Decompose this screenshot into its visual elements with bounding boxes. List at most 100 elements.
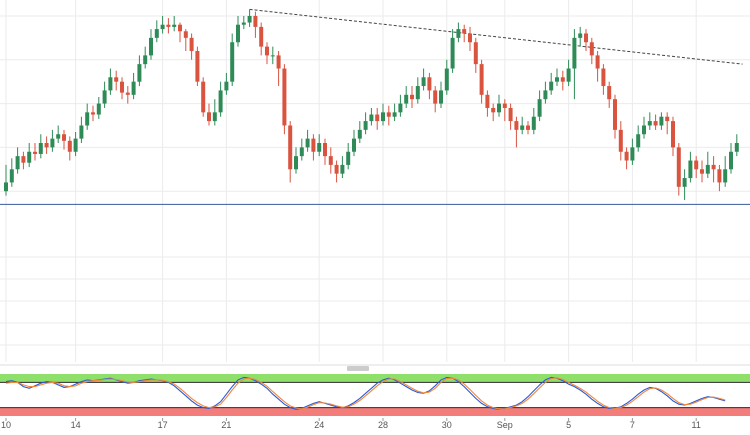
candle-96[interactable] bbox=[560, 70, 565, 91]
candle-31[interactable] bbox=[183, 29, 188, 51]
candle-78[interactable] bbox=[456, 22, 461, 43]
candle-15[interactable] bbox=[91, 105, 95, 122]
candle-72[interactable] bbox=[421, 68, 426, 91]
candle-54[interactable] bbox=[317, 134, 322, 157]
candle-49[interactable] bbox=[288, 121, 293, 183]
candle-106[interactable] bbox=[618, 121, 623, 161]
candle-77[interactable] bbox=[450, 29, 455, 73]
candle-114[interactable] bbox=[665, 112, 670, 135]
candle-125[interactable] bbox=[729, 143, 733, 174]
candle-12[interactable] bbox=[73, 132, 78, 157]
candle-84[interactable] bbox=[491, 103, 496, 122]
candle-7[interactable] bbox=[44, 136, 49, 154]
candle-73[interactable] bbox=[427, 72, 432, 100]
candle-94[interactable] bbox=[549, 72, 554, 95]
candle-56[interactable] bbox=[328, 147, 333, 174]
candle-3[interactable] bbox=[21, 151, 26, 170]
candle-107[interactable] bbox=[624, 147, 629, 170]
candle-35[interactable] bbox=[207, 103, 211, 126]
candle-88[interactable] bbox=[514, 116, 519, 148]
candle-66[interactable] bbox=[386, 105, 391, 126]
candle-69[interactable] bbox=[404, 86, 409, 108]
candle-37[interactable] bbox=[218, 81, 223, 117]
candle-43[interactable] bbox=[253, 11, 258, 38]
candle-109[interactable] bbox=[636, 125, 641, 152]
candle-83[interactable] bbox=[485, 90, 490, 117]
candle-62[interactable] bbox=[363, 112, 368, 135]
candle-21[interactable] bbox=[125, 86, 130, 104]
oscillator-series-0[interactable] bbox=[5, 376, 726, 410]
candle-44[interactable] bbox=[259, 22, 264, 56]
candle-70[interactable] bbox=[410, 86, 414, 108]
candle-39[interactable] bbox=[230, 33, 235, 87]
candle-75[interactable] bbox=[439, 81, 443, 108]
candle-92[interactable] bbox=[537, 90, 542, 122]
candle-53[interactable] bbox=[311, 134, 316, 161]
candle-79[interactable] bbox=[462, 24, 467, 43]
candle-13[interactable] bbox=[79, 116, 84, 143]
candle-38[interactable] bbox=[224, 72, 229, 95]
candle-103[interactable] bbox=[601, 64, 606, 95]
candle-71[interactable] bbox=[415, 77, 420, 104]
candle-41[interactable] bbox=[241, 15, 246, 30]
candle-16[interactable] bbox=[96, 97, 101, 119]
candle-93[interactable] bbox=[543, 81, 548, 104]
candle-99[interactable] bbox=[578, 26, 583, 47]
candle-57[interactable] bbox=[334, 160, 339, 183]
candle-95[interactable] bbox=[555, 68, 559, 87]
candle-87[interactable] bbox=[508, 103, 513, 130]
candle-115[interactable] bbox=[671, 116, 675, 157]
candle-76[interactable] bbox=[444, 59, 449, 95]
candle-117[interactable] bbox=[682, 169, 687, 200]
candle-105[interactable] bbox=[613, 94, 617, 139]
candle-19[interactable] bbox=[114, 70, 119, 91]
candle-74[interactable] bbox=[433, 86, 438, 113]
candle-30[interactable] bbox=[178, 22, 182, 43]
candle-55[interactable] bbox=[323, 138, 327, 165]
candle-14[interactable] bbox=[85, 103, 90, 130]
candle-97[interactable] bbox=[566, 59, 571, 87]
candle-34[interactable] bbox=[201, 77, 206, 117]
candle-116[interactable] bbox=[676, 143, 681, 196]
candle-102[interactable] bbox=[595, 51, 600, 82]
candle-52[interactable] bbox=[305, 129, 310, 152]
candle-82[interactable] bbox=[479, 59, 484, 104]
candle-5[interactable] bbox=[33, 143, 37, 161]
oscillator-series-1[interactable] bbox=[5, 377, 726, 410]
candle-33[interactable] bbox=[195, 46, 200, 87]
candle-59[interactable] bbox=[346, 143, 351, 170]
candle-26[interactable] bbox=[154, 20, 159, 43]
candle-100[interactable] bbox=[584, 29, 588, 51]
candle-108[interactable] bbox=[630, 138, 635, 165]
candle-85[interactable] bbox=[497, 94, 501, 117]
candle-126[interactable] bbox=[734, 134, 739, 157]
candle-8[interactable] bbox=[50, 129, 55, 152]
candle-67[interactable] bbox=[392, 103, 397, 122]
candle-98[interactable] bbox=[572, 29, 577, 100]
candle-17[interactable] bbox=[102, 81, 107, 108]
candle-1[interactable] bbox=[9, 158, 14, 187]
candle-20[interactable] bbox=[120, 77, 124, 100]
candle-91[interactable] bbox=[531, 107, 536, 135]
candle-6[interactable] bbox=[38, 134, 43, 159]
candle-124[interactable] bbox=[723, 156, 728, 187]
candle-61[interactable] bbox=[357, 121, 362, 143]
candle-27[interactable] bbox=[160, 15, 165, 34]
candle-23[interactable] bbox=[137, 55, 142, 87]
candle-18[interactable] bbox=[108, 68, 113, 95]
candle-10[interactable] bbox=[62, 129, 66, 150]
candle-113[interactable] bbox=[659, 112, 664, 130]
candle-45[interactable] bbox=[265, 42, 269, 65]
candle-65[interactable] bbox=[381, 103, 385, 126]
candle-48[interactable] bbox=[282, 64, 287, 135]
candle-121[interactable] bbox=[705, 151, 710, 179]
candle-40[interactable] bbox=[236, 15, 240, 47]
candle-42[interactable] bbox=[247, 9, 252, 27]
candle-110[interactable] bbox=[642, 116, 646, 139]
candle-104[interactable] bbox=[607, 81, 612, 108]
candle-28[interactable] bbox=[166, 18, 171, 34]
candle-24[interactable] bbox=[143, 46, 148, 69]
candle-120[interactable] bbox=[700, 160, 704, 183]
candle-89[interactable] bbox=[520, 116, 525, 135]
